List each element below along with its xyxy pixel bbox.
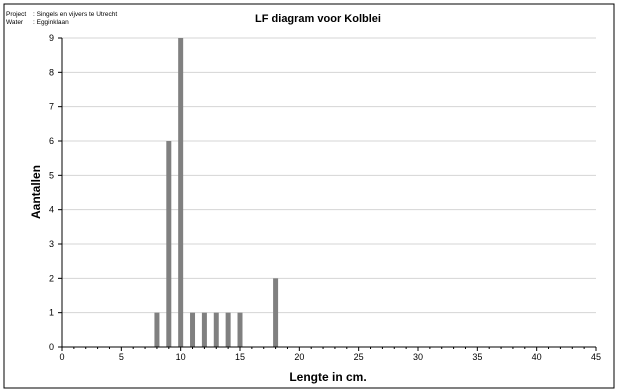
bars bbox=[154, 38, 279, 347]
x-tick-label-35: 35 bbox=[472, 352, 482, 362]
y-tick-label-2: 2 bbox=[49, 273, 54, 283]
y-tick-label-8: 8 bbox=[49, 67, 54, 77]
y-axis-title: Aantallen bbox=[29, 165, 43, 219]
x-tick-label-25: 25 bbox=[354, 352, 364, 362]
bar-9 bbox=[166, 141, 172, 347]
bar-14 bbox=[225, 312, 231, 347]
chart-border bbox=[3, 3, 615, 389]
x-tick-label-0: 0 bbox=[59, 352, 64, 362]
bar-12 bbox=[201, 312, 207, 347]
bar-11 bbox=[190, 312, 196, 347]
x-tick-labels: 0 5 10 15 20 25 30 35 40 45 bbox=[59, 352, 601, 362]
x-tick-label-15: 15 bbox=[235, 352, 245, 362]
x-tick-label-30: 30 bbox=[413, 352, 423, 362]
x-tick-label-5: 5 bbox=[119, 352, 124, 362]
y-tick-label-9: 9 bbox=[49, 33, 54, 43]
y-tick-label-6: 6 bbox=[49, 136, 54, 146]
y-tick-label-0: 0 bbox=[49, 342, 54, 352]
x-axis-title: Lengte in cm. bbox=[289, 370, 366, 384]
y-tick-label-3: 3 bbox=[49, 239, 54, 249]
project-label: Project bbox=[6, 11, 26, 18]
bar-10 bbox=[178, 38, 184, 347]
chart-title: LF diagram voor Kolblei bbox=[255, 13, 381, 25]
x-tick-label-45: 45 bbox=[591, 352, 601, 362]
y-tick-label-4: 4 bbox=[49, 205, 54, 215]
bar-13 bbox=[213, 312, 219, 347]
y-tick-labels: 0 1 2 3 4 5 6 7 8 9 bbox=[49, 33, 54, 352]
x-tick-label-40: 40 bbox=[532, 352, 542, 362]
bar-18 bbox=[273, 278, 279, 347]
water-value: : Egginklaan bbox=[33, 19, 69, 26]
water-label: Water bbox=[6, 19, 24, 26]
y-tick-label-7: 7 bbox=[49, 102, 54, 112]
x-tick-label-20: 20 bbox=[294, 352, 304, 362]
x-tick-label-10: 10 bbox=[176, 352, 186, 362]
y-tick-label-5: 5 bbox=[49, 170, 54, 180]
project-value: : Singels en vijvers te Utrecht bbox=[33, 11, 117, 18]
gridlines bbox=[62, 37, 596, 314]
bar-8 bbox=[154, 312, 160, 347]
y-tick-label-1: 1 bbox=[49, 308, 54, 318]
bar-15 bbox=[237, 312, 243, 347]
axes bbox=[58, 37, 597, 351]
